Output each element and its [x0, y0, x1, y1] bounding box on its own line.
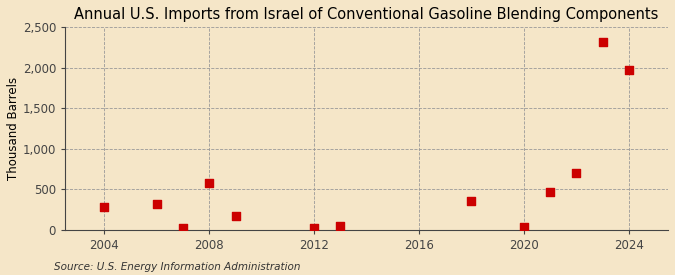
Point: [335, 224, 346, 228]
Point: [623, 68, 634, 72]
Point: [204, 180, 215, 185]
Point: [308, 226, 319, 230]
Point: [466, 199, 477, 204]
Point: [230, 214, 241, 218]
Point: [597, 40, 608, 44]
Point: [545, 190, 556, 194]
Point: [178, 225, 188, 230]
Y-axis label: Thousand Barrels: Thousand Barrels: [7, 77, 20, 180]
Point: [518, 225, 529, 229]
Point: [99, 205, 110, 209]
Point: [571, 171, 582, 175]
Title: Annual U.S. Imports from Israel of Conventional Gasoline Blending Components: Annual U.S. Imports from Israel of Conve…: [74, 7, 659, 22]
Point: [151, 202, 162, 206]
Text: Source: U.S. Energy Information Administration: Source: U.S. Energy Information Administ…: [54, 262, 300, 272]
